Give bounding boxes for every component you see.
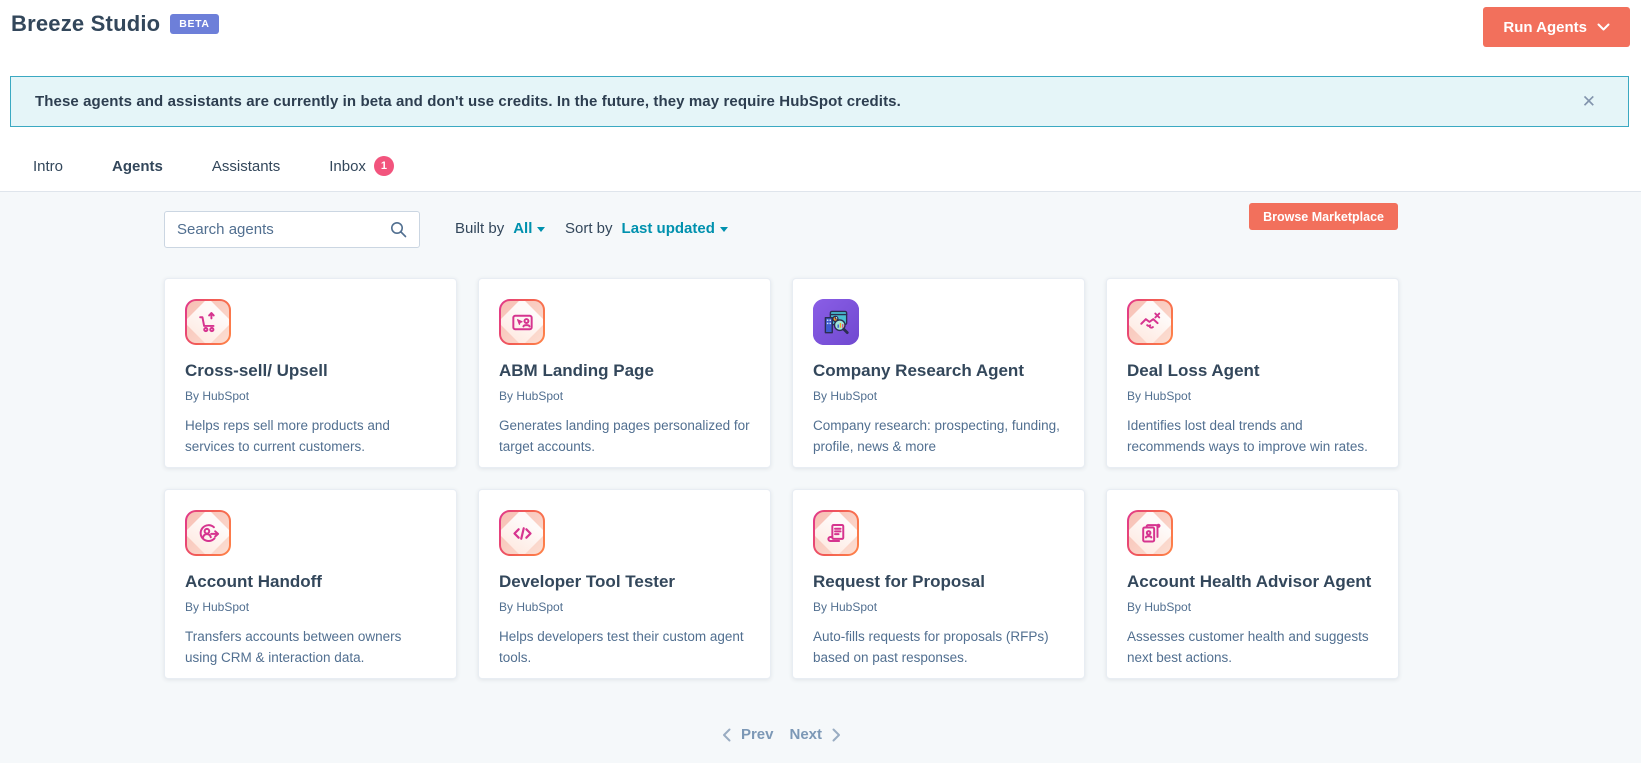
agent-card-byline: By HubSpot <box>499 389 750 403</box>
next-page-button[interactable]: Next <box>790 726 842 743</box>
agent-card-byline: By HubSpot <box>1127 389 1378 403</box>
tab-assistants[interactable]: Assistants <box>212 152 280 195</box>
agent-card-description: Auto-fills requests for proposals (RFPs)… <box>813 626 1064 668</box>
company-search-icon <box>813 299 859 345</box>
agent-card-company-research[interactable]: Company Research Agent By HubSpot Compan… <box>792 278 1085 468</box>
agent-card-byline: By HubSpot <box>1127 600 1378 614</box>
sort-by-label: Sort by <box>565 220 613 237</box>
banner-message: These agents and assistants are currentl… <box>35 93 901 110</box>
pagination: Prev Next <box>164 726 1399 743</box>
agent-card-title: Developer Tool Tester <box>499 572 750 592</box>
agent-card-account-health-advisor[interactable]: Account Health Advisor Agent By HubSpot … <box>1106 489 1399 679</box>
tab-assistants-label: Assistants <box>212 158 280 175</box>
tab-intro-label: Intro <box>33 158 63 175</box>
agent-card-title: Account Handoff <box>185 572 436 592</box>
chevron-right-icon <box>832 728 841 742</box>
next-label: Next <box>790 726 823 743</box>
agent-card-description: Generates landing pages personalized for… <box>499 415 750 457</box>
agent-card-developer-tool-tester[interactable]: Developer Tool Tester By HubSpot Helps d… <box>478 489 771 679</box>
agent-card-description: Transfers accounts between owners using … <box>185 626 436 668</box>
agent-card-abm-landing-page[interactable]: ABM Landing Page By HubSpot Generates la… <box>478 278 771 468</box>
tab-agents[interactable]: Agents <box>112 152 163 195</box>
agent-card-title: Request for Proposal <box>813 572 1064 592</box>
sort-by-dropdown[interactable]: Last updated <box>622 220 728 237</box>
agent-card-byline: By HubSpot <box>185 389 436 403</box>
tab-bar: Intro Agents Assistants Inbox 1 <box>33 152 394 195</box>
close-icon[interactable]: ✕ <box>1578 89 1600 114</box>
landing-page-cursor-icon <box>499 299 545 345</box>
agents-grid: Cross-sell/ Upsell By HubSpot Helps reps… <box>164 278 1399 679</box>
agent-card-title: Account Health Advisor Agent <box>1127 572 1378 592</box>
page-title: Breeze Studio <box>11 11 160 37</box>
agent-card-title: Cross-sell/ Upsell <box>185 361 436 381</box>
agent-card-description: Helps reps sell more products and servic… <box>185 415 436 457</box>
search-input[interactable] <box>177 221 390 238</box>
agent-card-title: ABM Landing Page <box>499 361 750 381</box>
dropdown-caret-icon <box>720 227 728 232</box>
inbox-count-badge: 1 <box>374 156 394 176</box>
agent-card-account-handoff[interactable]: Account Handoff By HubSpot Transfers acc… <box>164 489 457 679</box>
breeze-studio-page: Breeze Studio BETA Run Agents These agen… <box>0 0 1641 763</box>
agent-card-deal-loss[interactable]: Deal Loss Agent By HubSpot Identifies lo… <box>1106 278 1399 468</box>
agent-card-description: Assesses customer health and suggests ne… <box>1127 626 1378 668</box>
agent-card-description: Helps developers test their custom agent… <box>499 626 750 668</box>
built-by-label: Built by <box>455 220 504 237</box>
agent-card-description: Identifies lost deal trends and recommen… <box>1127 415 1378 457</box>
tab-intro[interactable]: Intro <box>33 152 63 195</box>
tab-inbox-label: Inbox <box>329 158 366 175</box>
run-agents-button[interactable]: Run Agents <box>1483 7 1630 47</box>
cart-up-icon <box>185 299 231 345</box>
agent-card-cross-sell-upsell[interactable]: Cross-sell/ Upsell By HubSpot Helps reps… <box>164 278 457 468</box>
search-icon <box>390 221 407 238</box>
sort-by-value: Last updated <box>622 220 715 237</box>
browse-marketplace-label: Browse Marketplace <box>1263 210 1384 224</box>
prev-label: Prev <box>741 726 774 743</box>
built-by-value: All <box>513 220 532 237</box>
agents-content: Built by All Sort by Last updated Browse… <box>0 191 1641 763</box>
tab-agents-label: Agents <box>112 158 163 175</box>
agent-card-request-for-proposal[interactable]: Request for Proposal By HubSpot Auto-fil… <box>792 489 1085 679</box>
browse-marketplace-button[interactable]: Browse Marketplace <box>1249 203 1398 230</box>
beta-info-banner: These agents and assistants are currentl… <box>10 76 1629 127</box>
beta-badge: BETA <box>170 14 218 34</box>
person-transfer-icon <box>185 510 231 556</box>
chevron-down-icon <box>1597 23 1610 32</box>
sort-by-filter: Sort by Last updated <box>565 220 728 237</box>
agent-card-description: Company research: prospecting, funding, … <box>813 415 1064 457</box>
tab-inbox[interactable]: Inbox 1 <box>329 152 394 195</box>
document-hand-icon <box>813 510 859 556</box>
agent-card-byline: By HubSpot <box>813 389 1064 403</box>
page-header: Breeze Studio BETA Run Agents <box>0 0 1641 60</box>
agent-card-title: Deal Loss Agent <box>1127 361 1378 381</box>
built-by-dropdown[interactable]: All <box>513 220 545 237</box>
dropdown-caret-icon <box>537 227 545 232</box>
agent-card-byline: By HubSpot <box>499 600 750 614</box>
code-icon <box>499 510 545 556</box>
agent-card-byline: By HubSpot <box>185 600 436 614</box>
prev-page-button[interactable]: Prev <box>722 726 774 743</box>
contact-card-icon <box>1127 510 1173 556</box>
chevron-left-icon <box>722 728 731 742</box>
built-by-filter: Built by All <box>455 220 545 237</box>
agent-card-title: Company Research Agent <box>813 361 1064 381</box>
agent-card-byline: By HubSpot <box>813 600 1064 614</box>
search-box <box>164 211 420 248</box>
run-agents-label: Run Agents <box>1503 19 1587 36</box>
handshake-x-icon <box>1127 299 1173 345</box>
